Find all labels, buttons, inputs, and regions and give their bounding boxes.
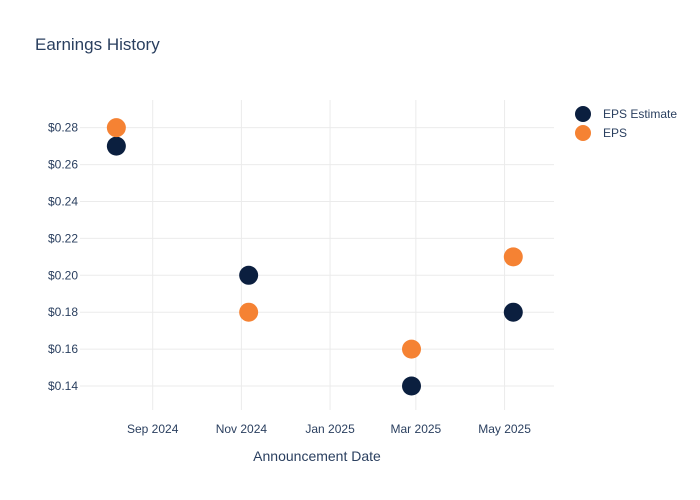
x-axis-title: Announcement Date [253, 448, 381, 464]
x-tick-label: Nov 2024 [216, 422, 268, 436]
x-tick-label: May 2025 [478, 422, 531, 436]
y-tick-label: $0.14 [48, 379, 78, 393]
eps-estimate-legend-marker [575, 106, 591, 122]
x-tick-label: Sep 2024 [127, 422, 179, 436]
y-tick-label: $0.18 [48, 305, 78, 319]
eps-estimate-point[interactable] [503, 302, 523, 322]
y-tick-label: $0.20 [48, 268, 78, 282]
y-tick-label: $0.28 [48, 121, 78, 135]
y-tick-label: $0.24 [48, 194, 78, 208]
data-points [106, 118, 523, 396]
y-tick-label: $0.16 [48, 342, 78, 356]
axis-ticks: $0.14 $0.16 $0.18 $0.20 $0.22 $0.24 $0.26 $0.28… [48, 121, 531, 436]
y-tick-label: $0.22 [48, 231, 78, 245]
x-tick-label: Mar 2025 [391, 422, 442, 436]
x-tick-label: Jan 2025 [305, 422, 355, 436]
eps-estimate-legend-label: EPS Estimate [603, 107, 677, 121]
eps-point[interactable] [503, 247, 523, 267]
eps-legend-label: EPS [603, 126, 627, 140]
eps-estimate-point[interactable] [106, 136, 126, 156]
eps-point[interactable] [106, 118, 126, 138]
eps-legend-marker [575, 125, 591, 141]
grid [80, 100, 554, 410]
chart-title: Earnings History [35, 35, 160, 54]
y-tick-label: $0.26 [48, 158, 78, 172]
eps-estimate-point[interactable] [239, 265, 259, 285]
eps-point[interactable] [402, 339, 422, 359]
eps-point[interactable] [239, 302, 259, 322]
eps-estimate-point[interactable] [402, 376, 422, 396]
legend: EPS Estimate EPS [575, 106, 677, 141]
